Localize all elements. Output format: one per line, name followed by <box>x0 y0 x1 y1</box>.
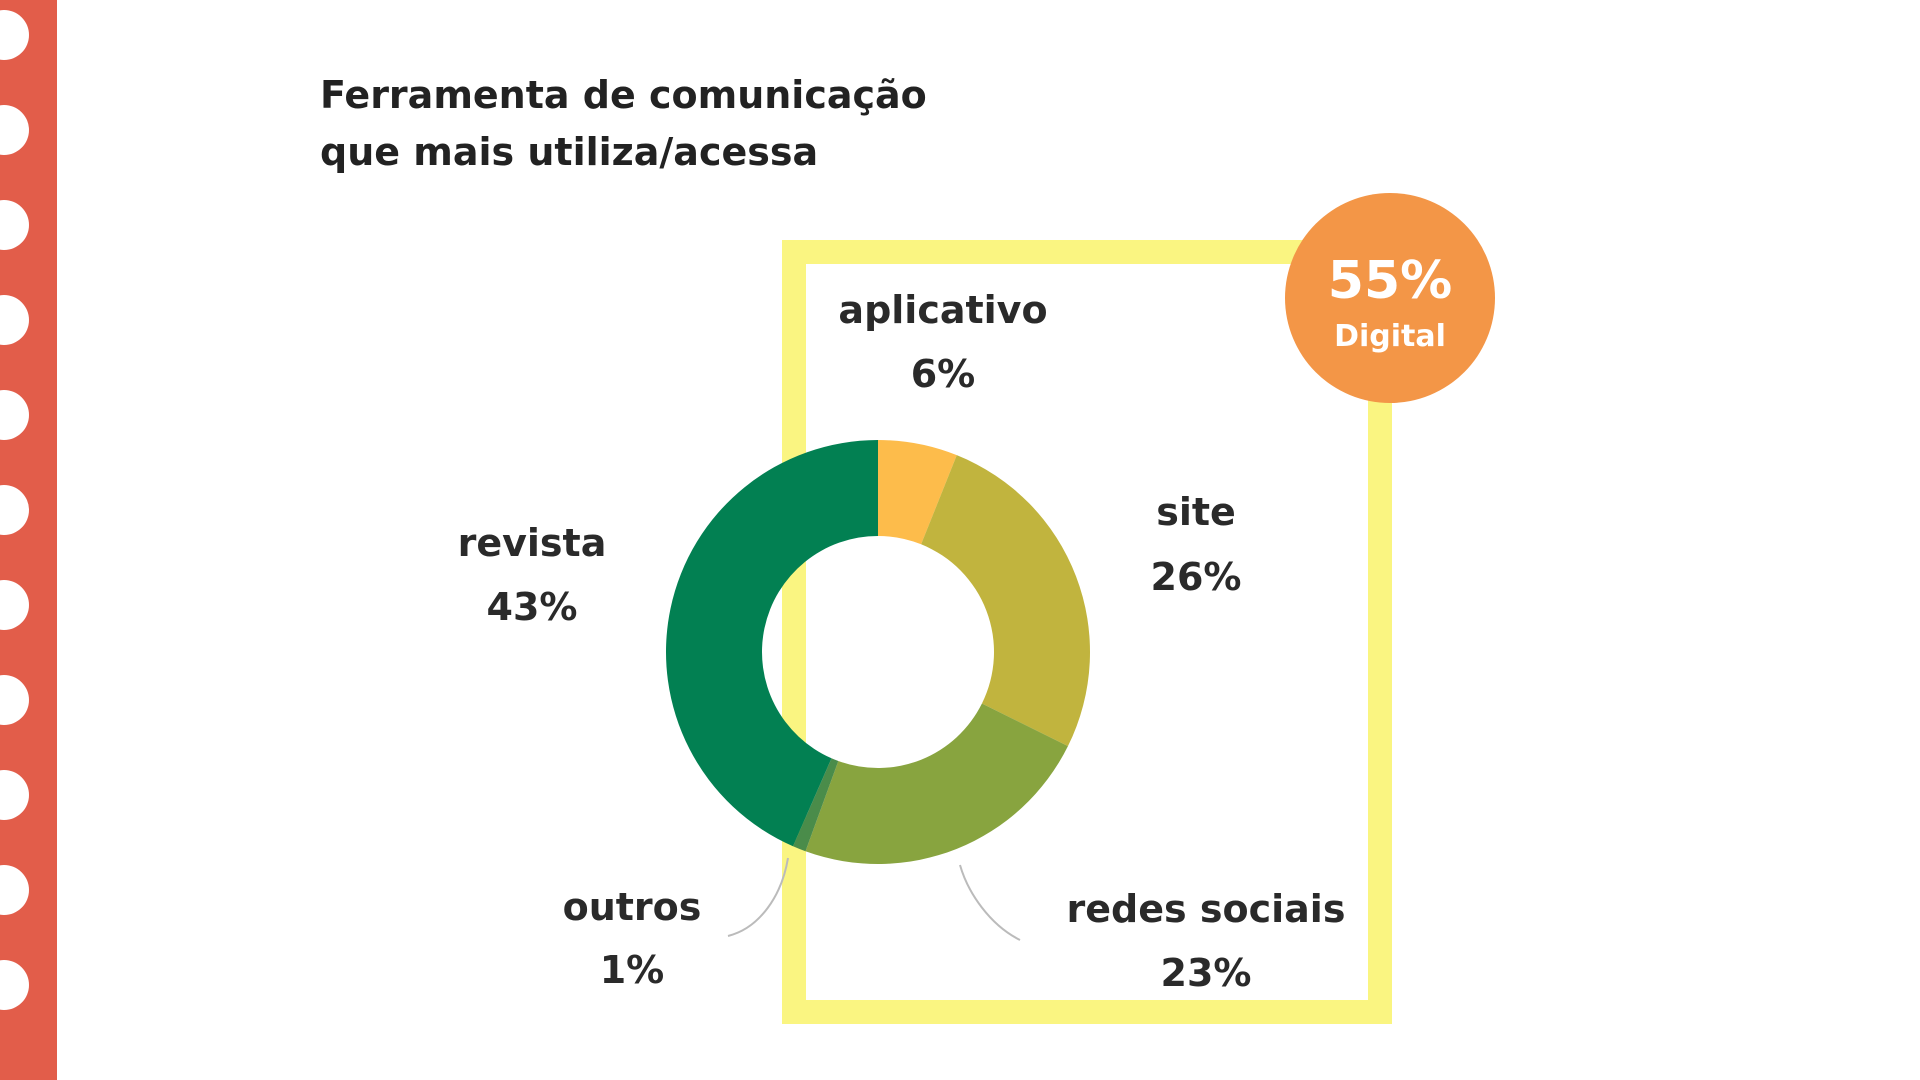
slice-label-site: site <box>1156 490 1236 534</box>
donut-chart <box>666 440 1090 864</box>
digital-badge-label: Digital <box>1334 319 1446 354</box>
border-scallop <box>0 865 29 915</box>
outros-leader-line <box>727 857 789 937</box>
slice-value-redes-sociais: 23% <box>1161 951 1252 995</box>
border-scallop <box>0 960 29 1010</box>
chart-title-line-1: Ferramenta de comunicação <box>320 73 927 117</box>
slice-value-site: 26% <box>1151 555 1242 599</box>
donut-slice-site <box>921 455 1090 747</box>
slice-label-aplicativo: aplicativo <box>838 288 1047 332</box>
border-scallop <box>0 770 29 820</box>
border-scallop <box>0 200 29 250</box>
left-border-strip <box>0 0 57 1080</box>
slice-label-revista: revista <box>458 521 607 565</box>
border-scallop <box>0 580 29 630</box>
border-scallop <box>0 390 29 440</box>
donut-slice-outros <box>793 758 839 852</box>
border-scallop <box>0 105 29 155</box>
border-scallop <box>0 295 29 345</box>
slice-label-outros: outros <box>563 885 702 929</box>
border-scallop <box>0 675 29 725</box>
slice-label-redes-sociais: redes sociais <box>1067 887 1346 931</box>
border-scallop <box>0 485 29 535</box>
donut-slice-redes-sociais <box>805 703 1068 864</box>
chart-title-line-2: que mais utiliza/acessa <box>320 130 818 174</box>
border-scallop <box>0 10 29 60</box>
donut-slice-aplicativo <box>878 440 957 545</box>
slice-value-revista: 43% <box>487 585 578 629</box>
slice-value-aplicativo: 6% <box>911 352 976 396</box>
redes-sociais-leader-line <box>959 864 1021 941</box>
slice-value-outros: 1% <box>600 948 665 992</box>
digital-badge-value: 55% <box>1328 251 1452 311</box>
digital-badge <box>1285 193 1495 403</box>
border-strip-fill <box>0 0 57 1080</box>
donut-slice-revista <box>666 440 878 847</box>
digital-highlight-frame <box>782 240 1392 1024</box>
